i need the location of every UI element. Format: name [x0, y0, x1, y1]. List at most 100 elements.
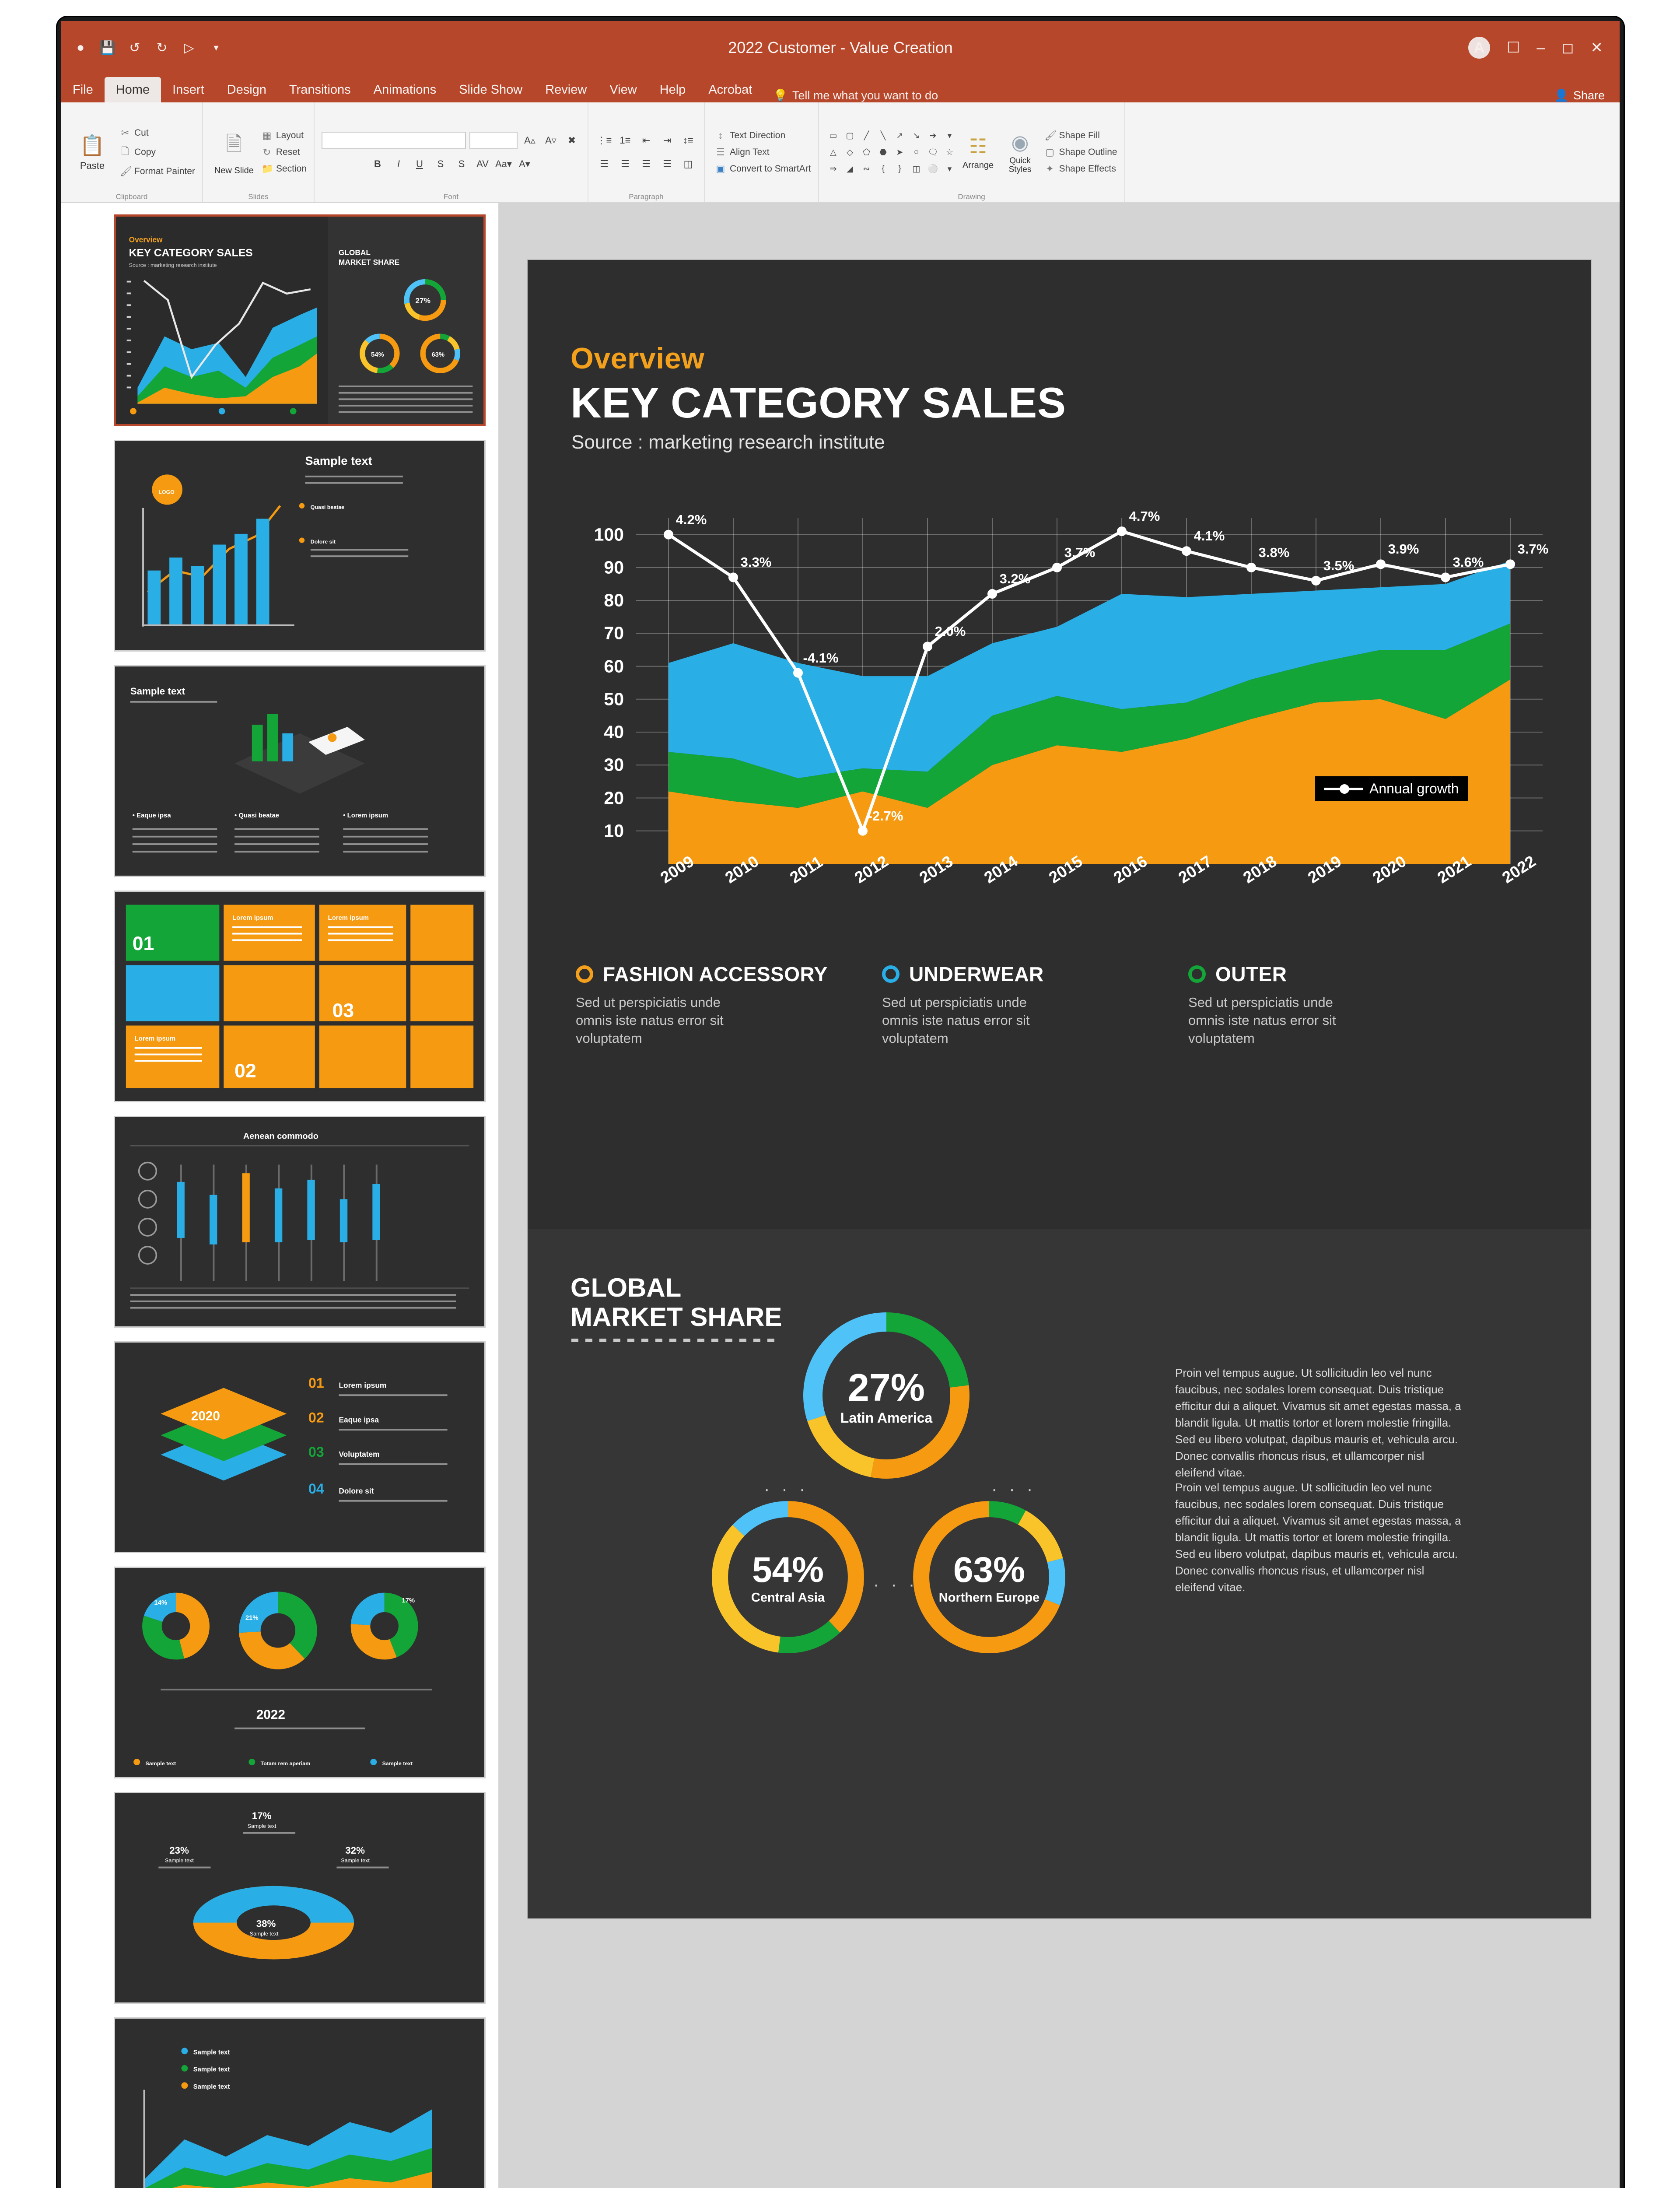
strikethrough-icon[interactable]: S	[437, 158, 444, 169]
shrink-font-icon[interactable]: A▿	[545, 135, 556, 146]
share-button[interactable]: 👤 Share	[1554, 88, 1620, 102]
tab-transitions[interactable]: Transitions	[289, 83, 351, 97]
reset-button[interactable]: ↻ Reset	[262, 147, 307, 158]
clear-formatting-icon[interactable]: ✖	[567, 135, 576, 146]
avatar[interactable]: A	[1468, 37, 1490, 59]
shape-cylinder-icon[interactable]: ⚪	[928, 165, 938, 174]
shape-rounded-rect-icon[interactable]: ▢	[846, 131, 854, 140]
font-size-input[interactable]	[469, 132, 518, 149]
character-spacing-icon[interactable]: AV	[476, 158, 489, 169]
shape-curve-icon[interactable]: ⇛	[830, 164, 837, 174]
redo-icon[interactable]: ↻	[156, 40, 168, 55]
undo-icon[interactable]: ↺	[129, 40, 140, 55]
customize-qat-icon[interactable]: ▾	[214, 42, 219, 53]
shape-chevron-icon[interactable]: ➤	[896, 147, 903, 157]
shape-brace-icon[interactable]: }	[898, 164, 901, 173]
shape-gallery-more-icon[interactable]: ▾	[947, 164, 952, 174]
shape-block-arrow-icon[interactable]: ➔	[929, 131, 937, 140]
shape-hexagon-icon[interactable]: ⬣	[879, 147, 887, 157]
shape-star-icon[interactable]: ☆	[945, 147, 954, 157]
start-slideshow-icon[interactable]: ▷	[184, 40, 194, 55]
bullets-icon[interactable]: ⋮≡	[596, 135, 612, 146]
shape-arrow-icon[interactable]: ↗	[896, 131, 903, 140]
shape-effects-button[interactable]: ✦ Shape Effects	[1045, 163, 1117, 175]
shape-bracket-icon[interactable]: {	[882, 164, 885, 173]
close-icon[interactable]: ✕	[1590, 39, 1603, 56]
align-right-icon[interactable]: ☰	[642, 158, 651, 169]
tab-slide-show[interactable]: Slide Show	[459, 83, 523, 97]
shape-pentagon-icon[interactable]: ⬠	[863, 147, 870, 157]
grow-font-icon[interactable]: A▵	[524, 135, 536, 146]
change-case-icon[interactable]: Aa▾	[495, 158, 512, 169]
shape-line-icon[interactable]: ╱	[864, 131, 869, 140]
bold-icon[interactable]: B	[374, 158, 381, 169]
arrange-button[interactable]: ☷ Arrange	[957, 134, 999, 171]
paste-button[interactable]: 📋 Paste	[68, 133, 116, 172]
shape-connector-icon[interactable]: ↘	[913, 131, 920, 140]
align-center-icon[interactable]: ☰	[621, 158, 630, 169]
slide-thumbnail[interactable]: 01 03 02 Lorem ipsum Lorem ipsum Lorem ipsum	[114, 891, 486, 1102]
numbering-icon[interactable]: 1≡	[620, 135, 631, 146]
shape-callout-icon[interactable]: 🗨	[928, 148, 938, 157]
new-slide-button[interactable]: 🗎 New Slide	[210, 129, 258, 175]
align-text-button[interactable]: ☰ Align Text	[715, 147, 811, 158]
tell-me-box[interactable]: 💡 Tell me what you want to do	[773, 88, 938, 102]
cut-button[interactable]: ✂ Cut	[120, 127, 195, 139]
layout-button[interactable]: ▦ Layout	[262, 130, 307, 141]
shadow-icon[interactable]: S	[458, 158, 465, 169]
tab-help[interactable]: Help	[659, 83, 686, 97]
shape-more-icon[interactable]: ▾	[947, 131, 952, 140]
restore-icon[interactable]: ◻	[1561, 39, 1574, 56]
tab-review[interactable]: Review	[545, 83, 587, 97]
increase-indent-icon[interactable]: ⇥	[663, 135, 672, 146]
slide-thumbnail[interactable]: Sample text • Eaque ipsa • Quasi beatae • L…	[114, 665, 486, 877]
shape-scribble-icon[interactable]: ∾	[863, 164, 870, 174]
slide-thumbnail[interactable]: Overview KEY CATEGORY SALES Source : marke…	[114, 214, 486, 426]
ribbon-display-options-icon[interactable]: ☐	[1506, 39, 1520, 56]
slide-thumbnail[interactable]: 17% Sample text 23% Sample text 32% Sample te…	[114, 1792, 486, 2004]
tab-design[interactable]: Design	[227, 83, 266, 97]
font-name-input[interactable]	[321, 132, 466, 149]
shape-outline-button[interactable]: ▢ Shape Outline	[1045, 147, 1117, 158]
columns-icon[interactable]: ◫	[683, 158, 693, 169]
tab-file[interactable]: File	[73, 83, 93, 97]
shape-flow-icon[interactable]: ◫	[912, 164, 920, 174]
shape-rect-icon[interactable]: ▭	[829, 131, 837, 140]
slide-thumbnail[interactable]: 2020 01 Lorem ipsum 02 Eaque ipsa 03 Voluptate…	[114, 1341, 486, 1553]
shape-line2-icon[interactable]: ╲	[880, 131, 886, 140]
italic-icon[interactable]: I	[397, 158, 400, 169]
slide-thumbnail-pane[interactable]: Overview KEY CATEGORY SALES Source : marke…	[61, 203, 499, 2188]
align-left-icon[interactable]: ☰	[600, 158, 609, 169]
text-direction-button[interactable]: ↕ Text Direction	[715, 130, 811, 141]
slide-thumbnail[interactable]: Aenean commodo	[114, 1116, 486, 1328]
shape-triangle-icon[interactable]: △	[830, 147, 836, 157]
line-spacing-icon[interactable]: ↕≡	[683, 135, 693, 146]
donut-segment	[803, 1312, 970, 1479]
minimize-icon[interactable]: –	[1536, 39, 1545, 56]
shape-freeform-icon[interactable]: ◢	[847, 164, 853, 174]
copy-button[interactable]: 🗋 Copy	[120, 144, 195, 161]
tab-animations[interactable]: Animations	[373, 83, 437, 97]
shape-fill-button[interactable]: 🖌 Shape Fill	[1045, 130, 1117, 141]
tab-view[interactable]: View	[609, 83, 637, 97]
tab-insert[interactable]: Insert	[172, 83, 204, 97]
shape-gallery[interactable]: ▭ ▢ ╱ ╲ ↗ ↘ ➔ ▾ △ ◇ ⬠ ⬣ ➤ ○ 🗨 ☆ ⇛	[826, 128, 957, 176]
shape-circle-icon[interactable]: ○	[914, 147, 919, 157]
justify-icon[interactable]: ☰	[663, 158, 672, 169]
shape-diamond-icon[interactable]: ◇	[847, 147, 853, 157]
underline-icon[interactable]: U	[416, 158, 423, 169]
format-painter-button[interactable]: 🖌 Format Painter	[120, 166, 195, 177]
slide-thumbnail[interactable]: 14% 21% 17% 2022 Sample text Totam rem aperia…	[114, 1567, 486, 1778]
slide-canvas[interactable]: Overview KEY CATEGORY SALES Source : mar…	[528, 260, 1591, 1918]
section-button[interactable]: 📁 Section	[262, 163, 307, 175]
decrease-indent-icon[interactable]: ⇤	[642, 135, 651, 146]
convert-to-smartart-button[interactable]: ▣ Convert to SmartArt	[715, 163, 811, 175]
quick-styles-button[interactable]: ◉ Quick Styles	[999, 130, 1041, 174]
slide-thumbnail[interactable]: Sample text LOGO Quasi beatae Dolore sit	[114, 440, 486, 652]
autosave-toggle[interactable]: ●	[76, 40, 85, 55]
save-icon[interactable]: 💾	[99, 40, 116, 55]
tab-acrobat[interactable]: Acrobat	[708, 83, 752, 97]
font-color-icon[interactable]: A▾	[519, 158, 530, 169]
tab-home[interactable]: Home	[104, 77, 161, 102]
